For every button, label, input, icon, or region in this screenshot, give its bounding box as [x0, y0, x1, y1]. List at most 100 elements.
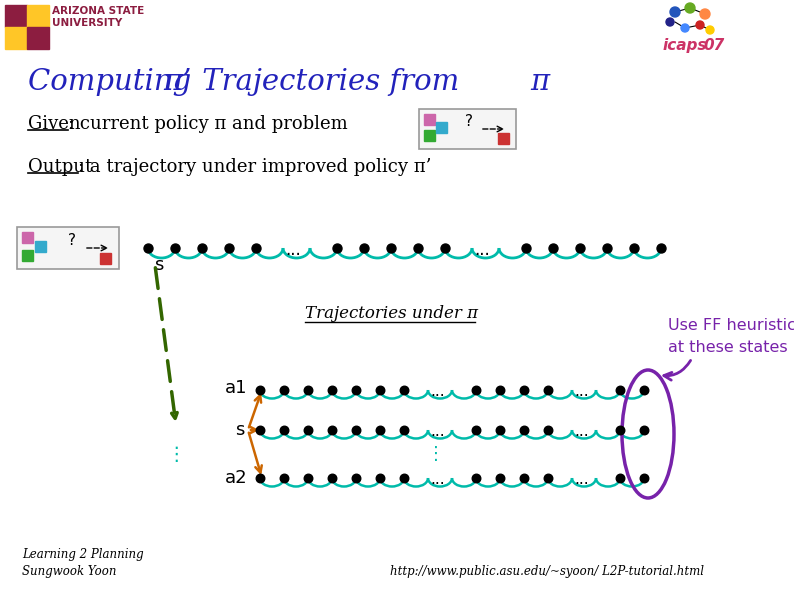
Point [469, 473, 482, 483]
Point [638, 385, 650, 394]
Point [542, 425, 554, 435]
Text: http://www.public.asu.edu/~syoon/ L2P-tutorial.html: http://www.public.asu.edu/~syoon/ L2P-tu… [390, 565, 704, 578]
Point [330, 243, 343, 253]
Text: π: π [530, 68, 549, 96]
Text: Trajectories under π: Trajectories under π [305, 305, 478, 322]
Text: : a trajectory under improved policy π’: : a trajectory under improved policy π’ [78, 158, 431, 176]
Point [518, 425, 530, 435]
Point [438, 243, 451, 253]
Point [302, 385, 314, 394]
Point [546, 243, 559, 253]
Point [494, 473, 507, 483]
Point [349, 473, 362, 483]
Text: ARIZONA STATE: ARIZONA STATE [52, 6, 145, 16]
Text: a2: a2 [225, 469, 248, 487]
Text: Trajectories from: Trajectories from [193, 68, 468, 96]
Point [411, 243, 424, 253]
Point [253, 425, 266, 435]
Point [195, 243, 208, 253]
Point [249, 243, 262, 253]
Text: ⋮: ⋮ [166, 444, 186, 464]
Point [357, 243, 370, 253]
Point [326, 425, 338, 435]
Point [518, 473, 530, 483]
Bar [22, 250, 33, 261]
Point [374, 385, 387, 394]
Point [222, 243, 235, 253]
Point [600, 243, 613, 253]
Point [638, 473, 650, 483]
Text: π’: π’ [163, 68, 191, 96]
Point [384, 243, 397, 253]
Point [398, 473, 410, 483]
Point [469, 385, 482, 394]
Point [253, 473, 266, 483]
Point [278, 425, 291, 435]
Bar [35, 241, 46, 252]
Text: Output: Output [28, 158, 92, 176]
Point [518, 385, 530, 394]
Circle shape [700, 9, 710, 19]
Point [614, 473, 626, 483]
Point [326, 473, 338, 483]
Text: Use FF heuristic
at these states: Use FF heuristic at these states [668, 318, 794, 355]
Text: ...: ... [285, 241, 301, 259]
Text: 07: 07 [703, 38, 724, 53]
Point [654, 243, 667, 253]
Text: Given: Given [28, 115, 81, 133]
Point [638, 425, 650, 435]
Point [141, 243, 154, 253]
Point [614, 425, 626, 435]
Text: icaps: icaps [663, 38, 707, 53]
FancyBboxPatch shape [419, 109, 516, 149]
FancyBboxPatch shape [17, 227, 119, 269]
Point [349, 425, 362, 435]
Bar [22, 232, 33, 243]
Circle shape [681, 24, 689, 32]
Text: s: s [154, 256, 164, 274]
Point [542, 385, 554, 394]
Text: s: s [234, 421, 244, 439]
Circle shape [706, 26, 714, 34]
Text: ...: ... [574, 472, 588, 487]
Point [349, 385, 362, 394]
Bar [100, 253, 111, 264]
Circle shape [696, 21, 704, 29]
Text: ...: ... [574, 424, 588, 440]
Text: ?: ? [68, 233, 76, 248]
Text: a1: a1 [225, 379, 248, 397]
Text: ...: ... [474, 241, 490, 259]
FancyArrowPatch shape [664, 361, 691, 380]
Point [627, 243, 640, 253]
Text: UNIVERSITY: UNIVERSITY [52, 18, 122, 28]
Point [302, 425, 314, 435]
Text: ...: ... [430, 384, 445, 399]
Text: Learning 2 Planning
Sungwook Yoon: Learning 2 Planning Sungwook Yoon [22, 548, 144, 578]
Point [398, 385, 410, 394]
Point [614, 385, 626, 394]
Point [542, 473, 554, 483]
Bar [436, 122, 447, 133]
Circle shape [670, 7, 680, 17]
Text: ...: ... [430, 424, 445, 440]
Point [253, 385, 266, 394]
Text: : current policy π and problem: : current policy π and problem [68, 115, 348, 133]
Bar [5, 27, 27, 49]
Point [573, 243, 586, 253]
Text: ⋮: ⋮ [427, 445, 445, 463]
Point [168, 243, 181, 253]
Point [398, 425, 410, 435]
Bar [27, 27, 49, 49]
Text: ...: ... [430, 472, 445, 487]
Point [326, 385, 338, 394]
Point [278, 385, 291, 394]
Circle shape [685, 3, 695, 13]
Point [374, 425, 387, 435]
Point [302, 473, 314, 483]
Point [278, 473, 291, 483]
Point [374, 473, 387, 483]
Text: Computing: Computing [28, 68, 201, 96]
Bar [5, 5, 27, 27]
Point [494, 385, 507, 394]
Text: ?: ? [465, 114, 473, 129]
